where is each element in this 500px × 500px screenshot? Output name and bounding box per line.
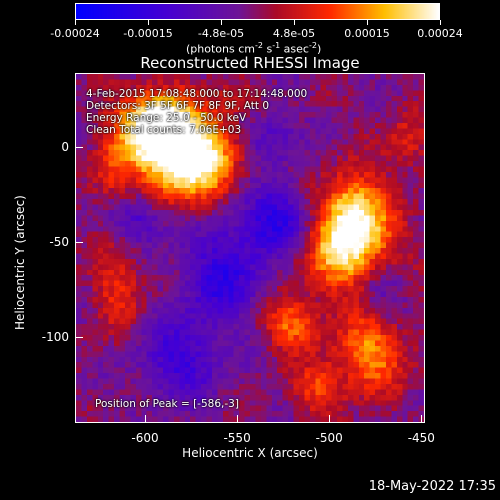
colorbar-tick-label: -0.00024 — [50, 27, 100, 40]
colorbar-tick-label: -0.00015 — [123, 27, 173, 40]
rhessi-image — [75, 73, 425, 423]
colorbar-tick-mark — [147, 20, 149, 25]
annotation-detectors: Detectors: 3F 5F 6F 7F 8F 9F, Att 0 — [86, 100, 270, 112]
annotation-time-range: 4-Feb-2015 17:08:48.000 to 17:14:48.000 — [86, 88, 308, 100]
x-axis-label: Heliocentric X (arcsec) — [182, 446, 318, 460]
y-tick-label: -50 — [49, 235, 69, 250]
colorbar-tick-mark — [366, 20, 368, 25]
colorbar-tick-mark — [74, 20, 76, 25]
x-tick-mark — [328, 415, 330, 423]
y-tick-mark — [75, 336, 83, 338]
y-tick-mark — [75, 241, 83, 243]
colorbar-tick-mark — [220, 20, 222, 25]
x-tick-mark — [420, 415, 422, 423]
x-tick-label: -600 — [131, 431, 159, 445]
x-tick-mark — [144, 415, 146, 423]
y-axis-label: Heliocentric Y (arcsec) — [13, 195, 27, 330]
colorbar-tick-mark — [439, 20, 441, 25]
rhessi-image-canvas — [76, 74, 424, 422]
annotation-clean: Clean Total counts: 7.06E+03 — [86, 124, 242, 136]
colorbar-tick-label: -4.8e-05 — [197, 27, 245, 40]
colorbar-tick-label: 4.8e-05 — [272, 27, 316, 40]
annotation-peak-position: Position of Peak = [-586,-3] — [95, 398, 239, 410]
y-tick-label: 0 — [61, 140, 69, 155]
colorbar-gradient — [76, 4, 439, 19]
x-tick-label: -550 — [223, 431, 251, 445]
colorbar-tick-label: 0.00024 — [417, 27, 463, 40]
footer-timestamp: 18-May-2022 17:35 — [368, 479, 496, 494]
x-tick-label: -500 — [315, 431, 343, 445]
y-tick-label: -100 — [41, 330, 69, 345]
annotation-energy: Energy Range: 25.0 - 50.0 keV — [86, 112, 247, 124]
y-tick-mark — [75, 146, 83, 148]
colorbar-tick-label: 0.00015 — [344, 27, 390, 40]
x-tick-label: -450 — [407, 431, 435, 445]
plot-title: Reconstructed RHESSI Image — [140, 54, 360, 72]
colorbar — [75, 3, 440, 20]
x-tick-mark — [236, 415, 238, 423]
colorbar-units-label: (photons cm-2 s-1 asec-2) — [186, 41, 322, 56]
colorbar-tick-mark — [293, 20, 295, 25]
